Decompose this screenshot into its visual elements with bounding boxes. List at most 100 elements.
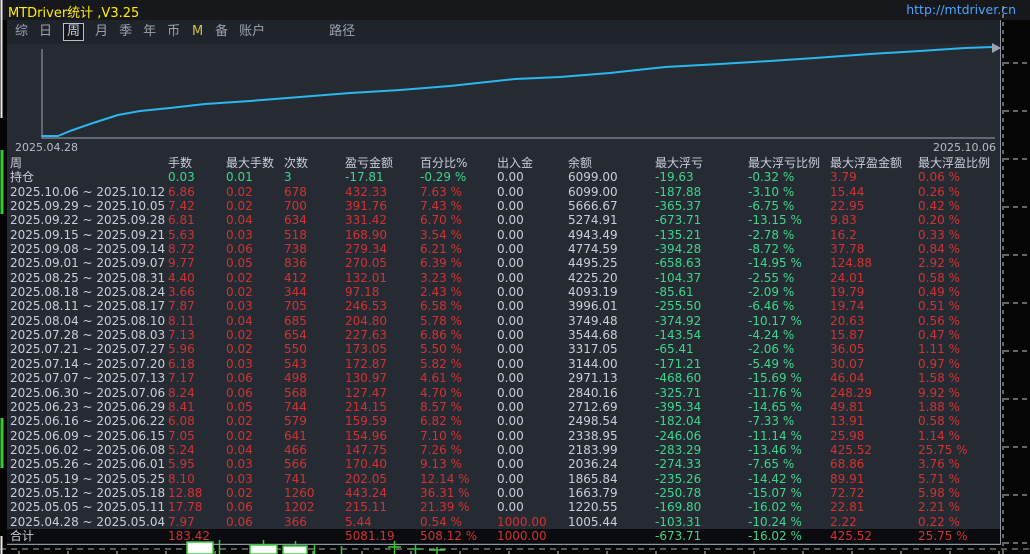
table-cell: 3.54 %	[420, 227, 462, 242]
menu-item-account[interactable]: 账户	[239, 24, 266, 39]
table-cell: 331.42	[345, 213, 387, 228]
table-cell: 3.66	[168, 285, 195, 300]
table-cell: 0.42 %	[918, 199, 960, 214]
table-cell: 36.31 %	[420, 485, 470, 500]
table-cell: 498	[284, 371, 307, 386]
menu-item-month[interactable]: 月	[95, 24, 109, 39]
table-cell: 2840.16	[568, 385, 618, 400]
table-cell: 5.98 %	[918, 485, 960, 500]
table-cell: 6.18	[168, 356, 195, 371]
table-cell: 566	[284, 457, 307, 472]
table-cell: -13.15 %	[748, 213, 802, 228]
table-cell: 21.39 %	[420, 500, 470, 515]
table-cell: 5666.67	[568, 199, 618, 214]
table-cell: 8.57 %	[420, 399, 462, 414]
table-cell: 248.29	[830, 385, 872, 400]
table-row-week: 2025.06.02 ~ 2025.06.08 5.24 0.04 466 147.75…	[7, 443, 1000, 457]
table-cell: 0.00	[497, 342, 524, 357]
table-cell: 0.00	[497, 313, 524, 328]
table-cell: 685	[284, 313, 307, 328]
table-cell: 0.00	[497, 184, 524, 199]
table-cell: 6.86 %	[420, 328, 462, 343]
table-cell: 9.83	[830, 213, 857, 228]
table-row-week: 2025.08.25 ~ 2025.08.31 4.40 0.02 412 132.01…	[7, 271, 1000, 285]
table-cell: -171.21	[655, 356, 702, 371]
table-row-week: 2025.09.01 ~ 2025.09.07 9.77 0.05 836 270.05…	[7, 256, 1000, 270]
menu-item-currency[interactable]: 币	[167, 24, 181, 39]
table-cell: 4225.20	[568, 270, 618, 285]
table-cell: 183.42	[168, 528, 210, 543]
column-header: 最大浮盈金额	[830, 156, 903, 170]
table-cell: -235.26	[655, 471, 702, 486]
table-cell: 7.42	[168, 199, 195, 214]
menu-bar: 综日周月季年币 M 备账户 路径	[7, 20, 1000, 44]
table-cell: 5.96	[168, 342, 195, 357]
menu-item-comprehensive[interactable]: 综	[15, 24, 29, 39]
table-cell: -135.21	[655, 227, 702, 242]
table-cell: 2025.06.30 ~ 2025.07.06	[10, 385, 166, 400]
table-cell: 2025.09.01 ~ 2025.09.07	[10, 256, 166, 271]
table-cell: 2025.05.12 ~ 2025.05.18	[10, 485, 166, 500]
table-cell: 7.10 %	[420, 428, 462, 443]
table-cell: 214.15	[345, 399, 387, 414]
table-row-week: 2025.05.12 ~ 2025.05.18 12.88 0.02 1260 443.…	[7, 486, 1000, 500]
table-cell: 2.22	[830, 514, 857, 529]
menu-item-year[interactable]: 年	[143, 24, 157, 39]
table-row-week: 2025.06.16 ~ 2025.06.22 6.08 0.02 579 159.59…	[7, 414, 1000, 428]
table-cell: 0.00	[497, 414, 524, 429]
table-cell: -250.78	[655, 485, 702, 500]
table-cell: 0.02	[226, 184, 253, 199]
table-cell: 72.72	[830, 485, 865, 500]
table-cell: 2025.04.28 ~ 2025.05.04	[10, 514, 166, 529]
table-cell: 4093.19	[568, 285, 618, 300]
table-cell: 3.79	[830, 170, 857, 185]
menu-item-m[interactable]: M	[192, 24, 204, 39]
table-cell: 2025.06.09 ~ 2025.06.15	[10, 428, 166, 443]
table-row-week: 2025.07.28 ~ 2025.08.03 7.13 0.02 654 227.63…	[7, 328, 1000, 342]
table-cell: 2025.08.25 ~ 2025.08.31	[10, 270, 166, 285]
app-title: MTDriver统计 ,V3.25	[8, 6, 140, 21]
menu-item-quarter[interactable]: 季	[119, 24, 133, 39]
table-cell: 6099.00	[568, 184, 618, 199]
table-cell: 2025.08.18 ~ 2025.08.24	[10, 285, 166, 300]
table-cell: 46.04	[830, 371, 865, 386]
table-cell: -19.63	[655, 170, 694, 185]
table-cell: 5081.19	[345, 528, 395, 543]
menu-item-day[interactable]: 日	[39, 24, 53, 39]
table-cell: 15.87	[830, 328, 865, 343]
table-cell: 1.88 %	[918, 399, 960, 414]
table-row-week: 2025.09.08 ~ 2025.09.14 8.72 0.06 738 279.34…	[7, 242, 1000, 256]
table-cell: 2183.99	[568, 442, 618, 457]
table-cell: 344	[284, 285, 307, 300]
table-cell: 159.59	[345, 414, 387, 429]
table-cell: -394.28	[655, 242, 702, 257]
chart-axis	[41, 49, 995, 139]
table-cell: 425.52	[830, 442, 872, 457]
menu-item-backup[interactable]: 备	[215, 24, 229, 39]
title-bar: MTDriver统计 ,V3.25 http://mtdriver.cn	[0, 0, 1030, 21]
table-cell: 744	[284, 399, 307, 414]
table-cell: 17.78	[168, 500, 203, 515]
table-cell: -3.10 %	[748, 184, 795, 199]
column-header: 手数	[168, 156, 193, 170]
table-cell: 0.00	[497, 500, 524, 515]
table-cell: 0.00	[497, 199, 524, 214]
table-cell: -673.71	[655, 528, 702, 543]
table-cell: 0.06	[226, 242, 253, 257]
table-cell: 508.12 %	[420, 528, 478, 543]
table-cell: -16.02 %	[748, 500, 802, 515]
table-cell: -4.24 %	[748, 328, 795, 343]
table-cell: -658.63	[655, 256, 702, 271]
menu-item-path[interactable]: 路径	[329, 24, 356, 39]
table-cell: -7.33 %	[748, 414, 795, 429]
table-cell: 0.05	[226, 256, 253, 271]
table-cell: 4.61 %	[420, 371, 462, 386]
table-header-row: 周 手数 最大手数 次数 盈亏金额 百分比% 出入金 余额 最大浮亏 最大浮亏比例 最大浮盈金额 最大…	[7, 156, 1000, 170]
menu-item-week[interactable]: 周	[63, 23, 85, 41]
table-cell: 170.40	[345, 457, 387, 472]
table-cell: 2025.06.02 ~ 2025.06.08	[10, 442, 166, 457]
table-cell: 1220.55	[568, 500, 618, 515]
table-cell: 3.23 %	[420, 270, 462, 285]
table-cell: 0.01	[226, 170, 253, 185]
vendor-url-link[interactable]: http://mtdriver.cn	[906, 2, 1016, 17]
